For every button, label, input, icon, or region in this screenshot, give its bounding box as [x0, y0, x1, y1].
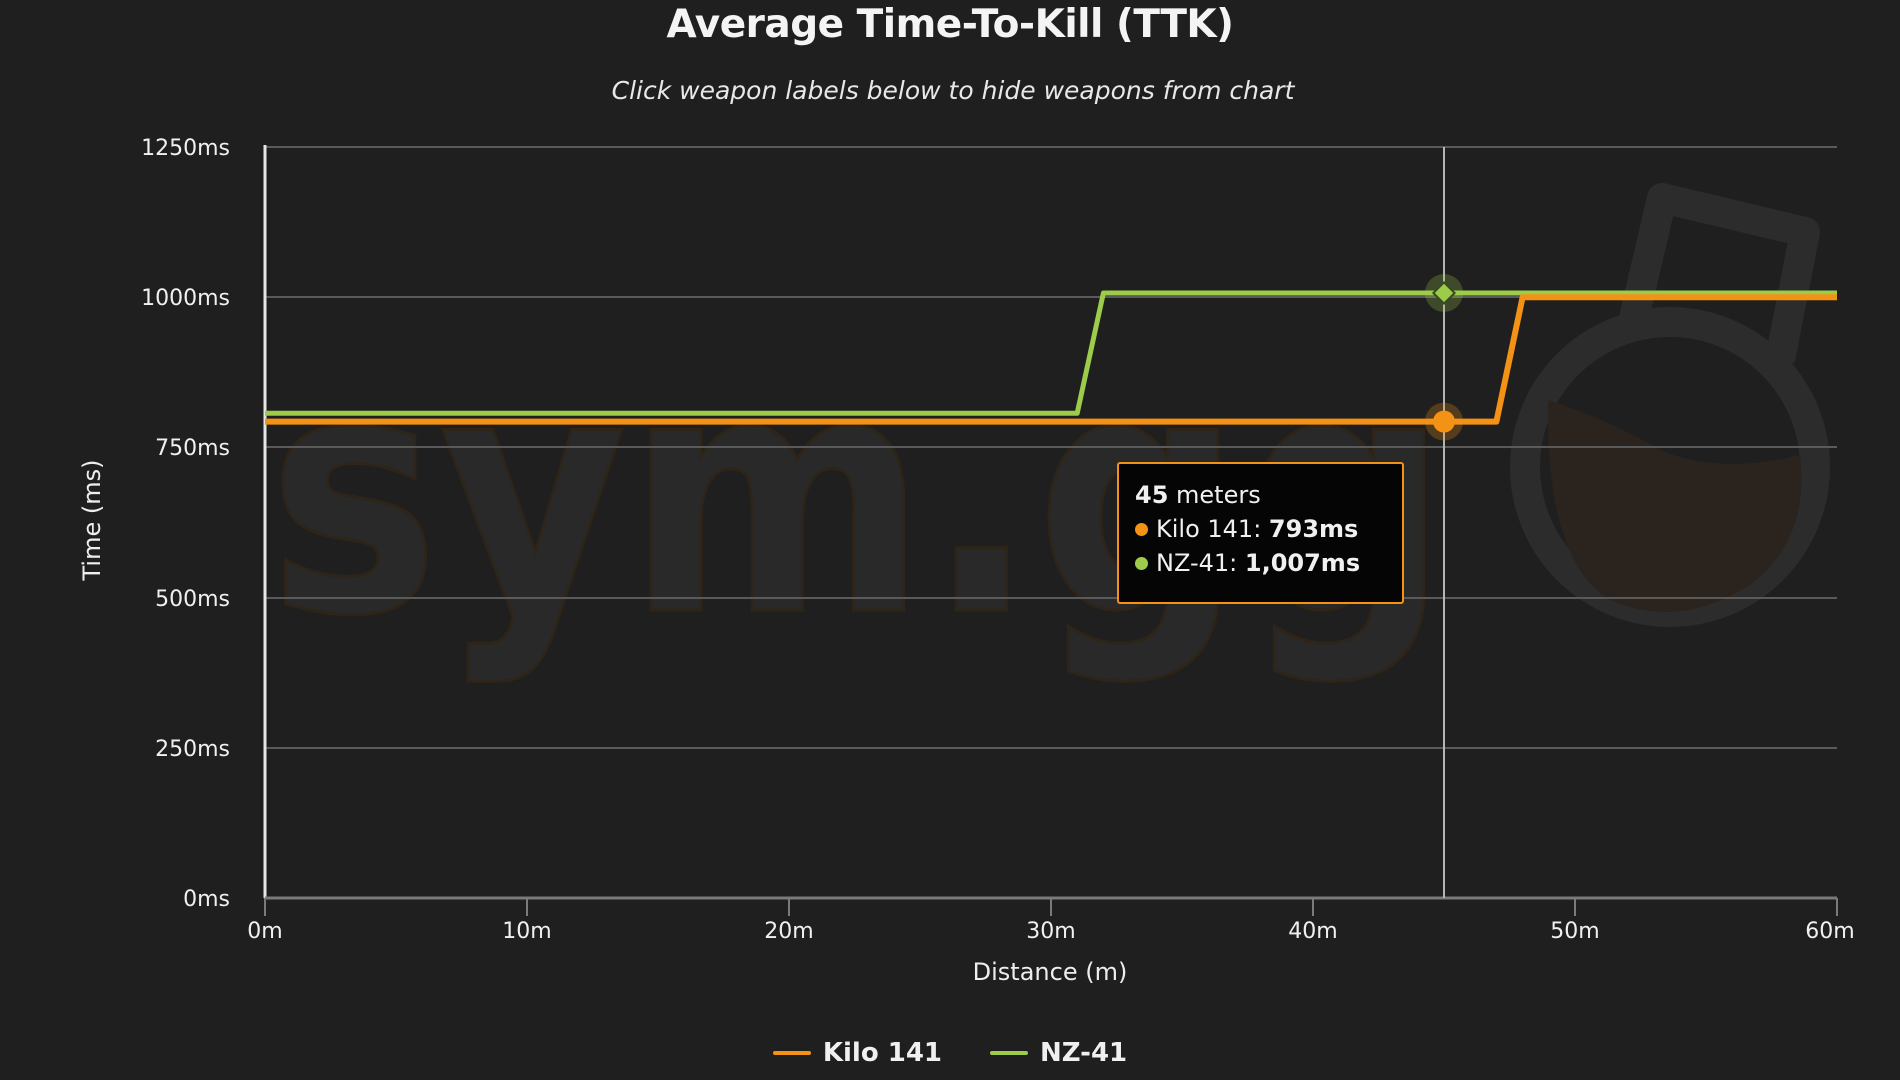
y-tick-label: 750ms	[155, 436, 230, 461]
x-tick-label: 50m	[1550, 919, 1599, 944]
tooltip-value: 1,007ms	[1244, 549, 1361, 577]
y-tick-label: 0ms	[183, 887, 230, 912]
flask-logo-icon	[1510, 183, 1830, 627]
legend-item-nz-41[interactable]: NZ-41	[990, 1038, 1127, 1068]
x-tick-label: 40m	[1288, 919, 1337, 944]
x-tick-label: 10m	[502, 919, 551, 944]
x-axis-ticks	[264, 898, 1838, 916]
tooltip-header: 45 meters	[1135, 478, 1402, 512]
y-tick-label: 1250ms	[141, 136, 230, 161]
series-line-nz-41[interactable]	[265, 290, 1837, 416]
green-dot-icon	[1135, 557, 1148, 570]
x-tick-label: 0m	[247, 919, 282, 944]
hover-tooltip: 45 meters Kilo 141: 793ms NZ-41: 1,007ms	[1117, 462, 1404, 604]
legend-line-icon	[772, 1051, 811, 1055]
legend-line-icon	[990, 1051, 1029, 1055]
x-tick-label: 30m	[1026, 919, 1075, 944]
tooltip-label: NZ-41:	[1156, 549, 1245, 577]
x-tick-label: 60m	[1805, 919, 1854, 944]
tooltip-value: 793ms	[1268, 515, 1359, 543]
tooltip-row-kilo-141: Kilo 141: 793ms	[1135, 512, 1402, 546]
tooltip-label: Kilo 141:	[1156, 515, 1269, 543]
chart-title: Average Time-To-Kill (TTK)	[666, 2, 1234, 47]
legend-label: NZ-41	[1040, 1038, 1128, 1068]
gridlines	[265, 146, 1837, 749]
tooltip-row-nz-41: NZ-41: 1,007ms	[1135, 546, 1402, 580]
x-axis-labels: 0m 10m 20m 30m 40m 50m 60m	[247, 919, 1854, 944]
orange-dot-icon	[1135, 523, 1148, 536]
chart-legend: Kilo 141 NZ-41	[0, 1038, 1900, 1068]
tooltip-distance-unit: meters	[1168, 481, 1261, 509]
hover-marker-kilo-141	[1425, 402, 1463, 441]
legend-label: Kilo 141	[822, 1038, 943, 1068]
y-tick-label: 500ms	[155, 587, 230, 612]
x-tick-label: 20m	[764, 919, 813, 944]
y-tick-label: 250ms	[155, 737, 230, 762]
y-axis-labels: 0ms 250ms 500ms 750ms 1000ms 1250ms	[141, 136, 230, 912]
x-axis-title: Distance (m)	[972, 958, 1128, 986]
y-tick-label: 1000ms	[141, 286, 230, 311]
y-axis-title: Time (ms)	[78, 459, 106, 581]
series-line-kilo-141[interactable]	[265, 294, 1837, 425]
chart-subtitle: Click weapon labels below to hide weapon…	[611, 76, 1295, 105]
tooltip-distance: 45	[1135, 481, 1169, 509]
legend-item-kilo-141[interactable]: Kilo 141	[772, 1038, 943, 1068]
hover-marker-nz-41	[1425, 273, 1463, 312]
